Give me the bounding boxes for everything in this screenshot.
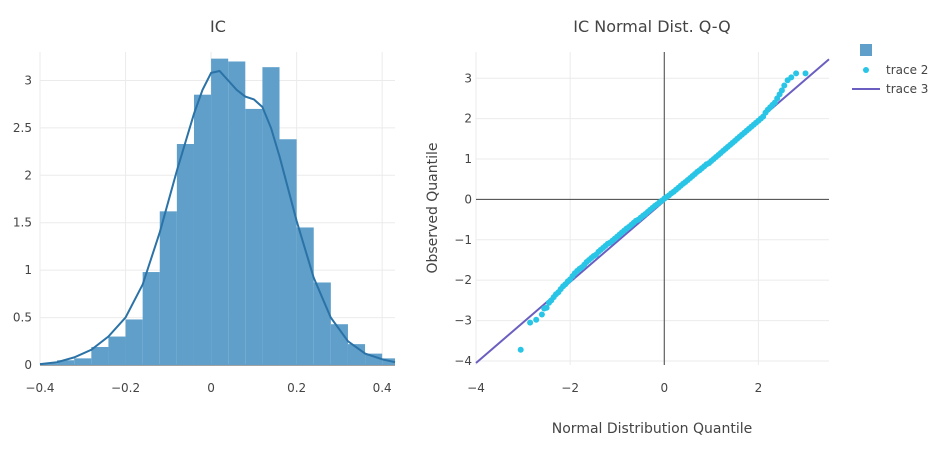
legend[interactable]: trace 2 trace 3 [852, 44, 928, 96]
hist-y-tick-label: 1 [24, 263, 32, 277]
histogram-bar[interactable] [365, 353, 383, 365]
qq-x-tick-label: 0 [660, 381, 668, 395]
trace-2-points [517, 70, 809, 353]
qq-plot-panel[interactable]: IC Normal Dist. Q-Q −4 −3 −2 −1 0 1 2 3 −4 −2 0 2 N… [425, 17, 830, 437]
qq-y-tick-label: 1 [464, 152, 472, 166]
hist-y-tick-label: 2 [24, 168, 32, 182]
qq-x-axis-label: Normal Distribution Quantile [552, 421, 752, 437]
qq-point[interactable] [781, 82, 788, 89]
hist-y-tick-label: 0.5 [13, 311, 32, 325]
histogram-bar[interactable] [108, 336, 126, 365]
qq-point[interactable] [793, 70, 800, 77]
hist-y-tick-label: 2.5 [13, 121, 32, 135]
qq-y-tick-label: 0 [464, 192, 472, 206]
qq-y-tick-label: −1 [454, 233, 472, 247]
histogram-bar[interactable] [279, 139, 297, 365]
qq-point[interactable] [543, 304, 550, 311]
qq-y-tick-label: 2 [464, 112, 472, 126]
qq-x-tick-label: −4 [467, 381, 485, 395]
qq-zero-lines [476, 52, 829, 365]
histogram-bar[interactable] [125, 319, 143, 365]
qq-point[interactable] [788, 74, 795, 81]
histogram-bar[interactable] [245, 108, 263, 365]
histogram-bar[interactable] [211, 58, 229, 365]
qq-y-axis-label: Observed Quantile [425, 142, 441, 273]
qq-point[interactable] [778, 87, 785, 94]
qq-point[interactable] [527, 319, 534, 326]
legend-swatch-histogram[interactable] [860, 44, 872, 56]
legend-swatch-trace-2[interactable] [863, 67, 869, 73]
histogram-bar[interactable] [193, 94, 212, 365]
hist-y-tick-label: 3 [24, 73, 32, 87]
kde-line [39, 69, 396, 366]
legend-label[interactable]: trace 3 [886, 82, 928, 96]
histogram-panel[interactable]: IC 0 0.5 1 1.5 2 2.5 3 −0.4 −0.2 0 0.2 0.4 [13, 17, 396, 395]
histogram-bar[interactable] [142, 272, 160, 365]
hist-x-tick-label: −0.2 [111, 381, 140, 395]
qq-point[interactable] [802, 70, 809, 77]
histogram-bar[interactable] [159, 211, 177, 365]
histogram-bar[interactable] [228, 61, 246, 365]
hist-y-tick-label: 0 [24, 358, 32, 372]
hist-x-tick-label: 0 [207, 381, 215, 395]
legend-label[interactable]: trace 2 [886, 63, 928, 77]
histogram-tick-labels: 0 0.5 1 1.5 2 2.5 3 −0.4 −0.2 0 0.2 0.4 [13, 73, 392, 395]
hist-x-tick-label: 0.2 [287, 381, 306, 395]
hist-y-tick-label: 1.5 [13, 216, 32, 230]
histogram-title: IC [210, 17, 226, 36]
histogram-bar[interactable] [57, 360, 75, 365]
hist-x-tick-label: −0.4 [25, 381, 54, 395]
qq-tick-labels: −4 −3 −2 −1 0 1 2 3 −4 −2 0 2 [454, 71, 762, 395]
histogram-bar[interactable] [176, 144, 194, 365]
qq-point[interactable] [538, 311, 545, 318]
qq-x-tick-label: 2 [755, 381, 763, 395]
qq-x-tick-label: −2 [561, 381, 579, 395]
qq-point[interactable] [517, 346, 524, 353]
histogram-bar[interactable] [74, 358, 92, 365]
qq-y-tick-label: 3 [464, 71, 472, 85]
histogram-bar[interactable] [91, 346, 109, 365]
histogram-bars [40, 58, 395, 366]
hist-x-tick-label: 0.4 [373, 381, 392, 395]
qq-y-tick-label: −2 [454, 273, 472, 287]
histogram-bar[interactable] [313, 282, 331, 365]
qq-point[interactable] [533, 316, 540, 323]
qq-y-tick-label: −3 [454, 314, 472, 328]
qq-y-tick-label: −4 [454, 354, 472, 368]
qq-plot-title: IC Normal Dist. Q-Q [573, 17, 731, 36]
